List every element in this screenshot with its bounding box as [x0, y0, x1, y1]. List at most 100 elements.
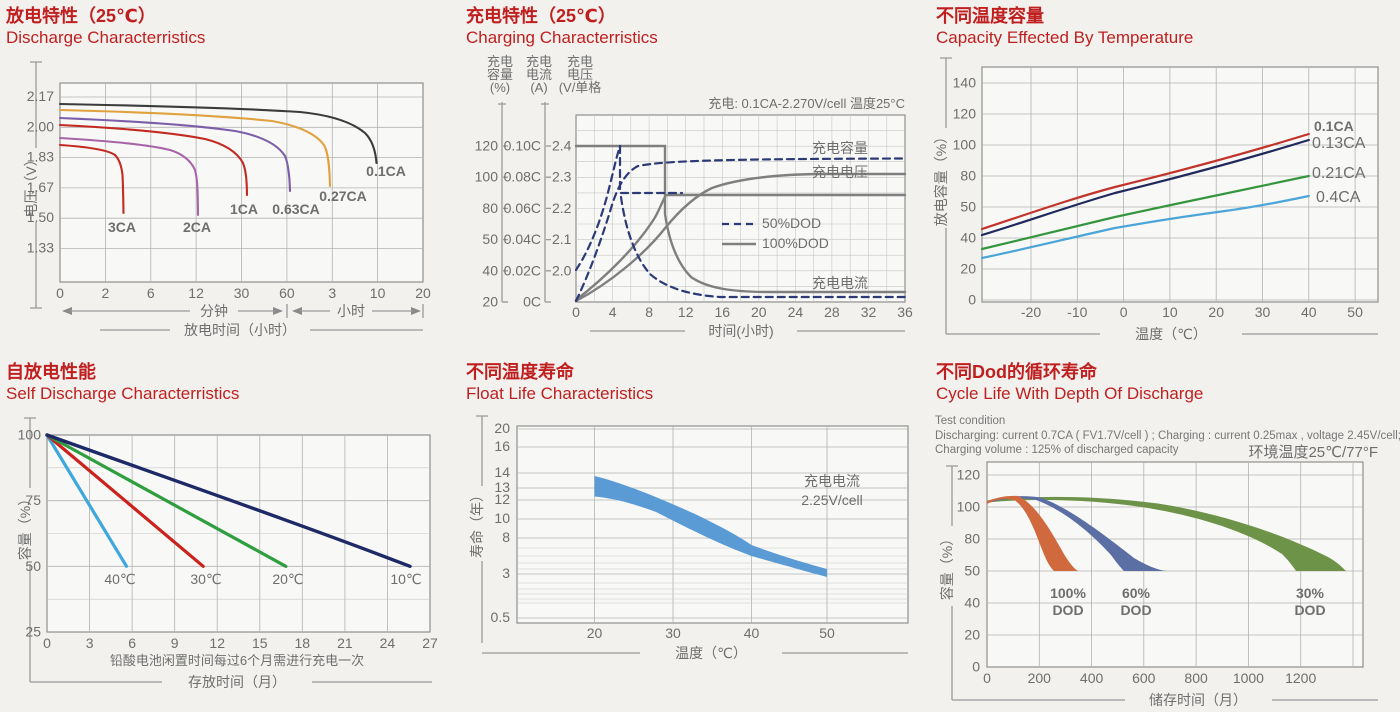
y-tick: 80	[960, 168, 976, 184]
x-tick: 20	[415, 285, 431, 301]
x-tick: 2	[102, 285, 110, 301]
x-tick: 30	[665, 625, 681, 641]
x-tick: 400	[1080, 670, 1104, 686]
y-tick: 100	[957, 499, 981, 515]
y-tick: 3	[502, 565, 510, 581]
x-tick: 6	[128, 635, 136, 651]
x-tick: 36	[897, 304, 913, 320]
x-tick: 0	[572, 304, 580, 320]
chart-title-en: Self Discharge Characterristics	[6, 384, 239, 403]
dod-30-txt: DOD	[1294, 602, 1325, 618]
curve-label-063ca: 0.63CA	[272, 201, 319, 217]
dod-100-pct: 100%	[1050, 585, 1086, 601]
x-tick: 10	[370, 285, 386, 301]
voltage-label: 充电电压	[812, 164, 868, 180]
x-axis-label: 温度（℃）	[1135, 326, 1207, 342]
y-tick: 120	[475, 138, 499, 154]
x-tick: 6	[147, 285, 155, 301]
y-axis-label: 寿命（年）	[469, 488, 485, 558]
y-tick: 40	[960, 230, 976, 246]
y-axis-label: 容量（%）	[939, 532, 955, 600]
dod-labels: 100% DOD 60% DOD 30% DOD	[1050, 585, 1325, 618]
band-30dod	[987, 496, 1346, 571]
test-conditions: Test condition Discharging: current 0.7C…	[935, 415, 1400, 461]
y-axis-line	[946, 465, 958, 700]
dod-bands	[987, 495, 1346, 571]
curve-label-013ca: 0.13CA	[1312, 135, 1366, 152]
line-label-20c: 20℃	[272, 571, 303, 587]
x-tick: 800	[1184, 670, 1208, 686]
x-tick: 3	[328, 285, 336, 301]
x-tick: 600	[1132, 670, 1156, 686]
y-tick: 100	[18, 427, 42, 443]
x-tick: 12	[188, 285, 204, 301]
y-tick: 20	[482, 294, 498, 310]
y-tick: 0	[972, 659, 980, 675]
x-tick: 18	[295, 635, 311, 651]
y-tick: 2.00	[27, 118, 54, 134]
x-tick: 30	[1255, 304, 1271, 320]
chart-self-discharge: 自放电性能 Self Discharge Characterristics 容量…	[0, 356, 460, 712]
x-tick: 21	[337, 635, 353, 651]
current-header: 电流	[526, 67, 552, 82]
y-tick: 1.83	[27, 149, 54, 165]
y-tick: 0.5	[491, 609, 511, 625]
y-tick: 40	[482, 262, 498, 278]
current-header: 充电	[526, 54, 552, 69]
x-tick: 40	[1301, 304, 1317, 320]
y-axis-line	[30, 61, 42, 309]
y-ticks: 2.17 2.00 1.83 1.67 1.50 1.33	[27, 88, 54, 256]
chart-capacity-temperature: 不同温度容量 Capacity Effected By Temperature …	[930, 0, 1400, 356]
y-tick: 12	[494, 491, 510, 507]
line-label-30c: 30℃	[190, 571, 221, 587]
voltage-ticks: 2.4 2.3 2.2 2.1 2.0	[552, 138, 572, 279]
x-tick: 20	[587, 625, 603, 641]
x-tick: 0	[43, 635, 51, 651]
y-tick: 20	[960, 261, 976, 277]
y-ticks: 20 16 14 13 12 10 8 3 0.5	[491, 420, 511, 625]
x-tick: 3	[86, 635, 94, 651]
x-tick: 27	[422, 635, 438, 651]
x-tick: 200	[1028, 670, 1052, 686]
capacity-header: 容量	[487, 67, 513, 82]
y-tick: 20	[494, 420, 510, 436]
x-tick: -20	[1021, 304, 1041, 320]
current-header: (A)	[530, 80, 547, 95]
chart-title-zh: 充电特性（25℃）	[466, 5, 616, 26]
x-ticks: 20 30 40 50	[587, 625, 835, 641]
y-tick: 80	[482, 200, 498, 216]
x-tick: 0	[1120, 304, 1128, 320]
chart-title-en: Charging Characterristics	[466, 28, 658, 47]
band-60dod	[987, 496, 1167, 571]
legend-50dod: 50%DOD	[762, 215, 821, 231]
y-tick: 25	[25, 624, 41, 640]
capacity-label: 充电容量	[812, 140, 868, 156]
charge-annotation: 充电电流 2.25V/cell	[801, 473, 862, 508]
line-label-40c: 40℃	[104, 571, 135, 587]
y-tick: 1.67	[27, 179, 54, 195]
y-tick: 0.06C	[504, 200, 541, 216]
voltage-header: 充电	[567, 54, 593, 69]
series-labels: 充电容量 充电电压 充电电流	[812, 140, 868, 291]
y-tick: 2.2	[552, 200, 572, 216]
curve-labels: 0.1CA 0.27CA 0.63CA 1CA 2CA 3CA	[108, 163, 406, 235]
voltage-header: 电压	[567, 67, 593, 82]
x-tick: 32	[861, 304, 877, 320]
life-band	[594, 476, 827, 577]
x-ticks: 0 3 6 9 12 15 18 21 24 27	[43, 635, 438, 651]
chart-cycle-life: 不同Dod的循环寿命 Cycle Life With Depth Of Disc…	[930, 356, 1400, 712]
condition-line1: Test condition	[935, 415, 1005, 427]
current-ticks: 0.10C 0.08C 0.06C 0.04C 0.02C 0C	[504, 138, 541, 310]
chart-title-zh: 不同Dod的循环寿命	[936, 361, 1098, 382]
x-tick: 24	[380, 635, 396, 651]
y-tick: 2.4	[552, 138, 572, 154]
unit-arrows: 分钟 小时	[62, 303, 424, 319]
y-tick: 50	[25, 558, 41, 574]
x-tick: 4	[609, 304, 617, 320]
dashed-curves-50dod	[574, 144, 907, 303]
y-tick: 120	[957, 467, 981, 483]
y-tick: 140	[953, 75, 977, 91]
chart-charging: 充电特性（25℃） Charging Characterristics 充电 容…	[460, 0, 930, 356]
x-ticks: 0 2 6 12 30 60 3 10 20	[56, 285, 431, 301]
current-label: 充电电流	[812, 275, 868, 291]
